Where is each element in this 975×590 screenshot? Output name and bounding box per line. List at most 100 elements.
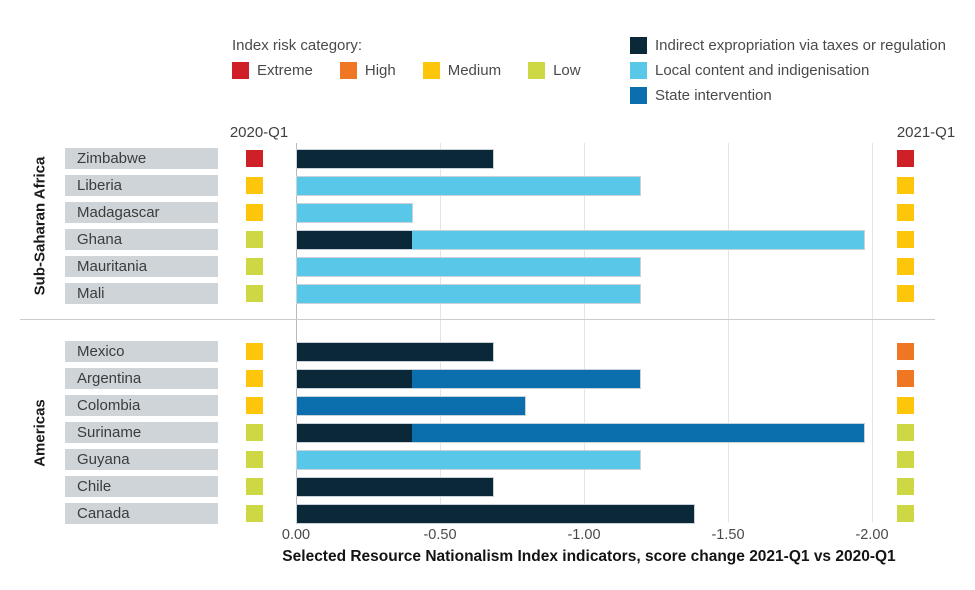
country-label: Mauritania (65, 256, 218, 277)
bar (296, 368, 641, 389)
risk-swatch-low-icon (528, 62, 546, 79)
risk-legend-items: Extreme High Medium Low (232, 62, 581, 79)
risk-legend-label: High (364, 62, 396, 79)
bar (296, 202, 413, 223)
risk-square-2020 (246, 285, 263, 302)
risk-square-2020 (246, 177, 263, 194)
bar (296, 422, 865, 443)
country-label: Ghana (65, 229, 218, 250)
bar (296, 283, 641, 304)
bar-segment-local (297, 450, 640, 469)
country-label: Liberia (65, 175, 218, 196)
bar (296, 503, 695, 524)
country-label: Colombia (65, 395, 218, 416)
risk-legend-title: Index risk category: (232, 37, 363, 54)
bar-segment-indirect (297, 504, 694, 523)
country-label: Guyana (65, 449, 218, 470)
x-axis-tick-label: -0.50 (423, 527, 457, 543)
bar-segment-local (297, 257, 640, 276)
bar-segment-indirect (297, 149, 493, 168)
bar (296, 148, 494, 169)
bar (296, 395, 526, 416)
bar-segment-state (412, 369, 640, 388)
risk-legend-item: Low (528, 62, 581, 79)
risk-square-2021 (897, 370, 914, 387)
country-label: Zimbabwe (65, 148, 218, 169)
risk-square-2021 (897, 343, 914, 360)
risk-square-2021 (897, 258, 914, 275)
x-axis-tick-label: -1.00 (567, 527, 601, 543)
bar-segment-local (297, 284, 640, 303)
bar (296, 341, 494, 362)
risk-square-2020 (246, 370, 263, 387)
bar-segment-state (297, 396, 525, 415)
bar-segment-indirect (297, 342, 493, 361)
risk-square-2021 (897, 478, 914, 495)
risk-square-2021 (897, 150, 914, 167)
country-label: Mali (65, 283, 218, 304)
column-header-2021-q1: 2021-Q1 (896, 124, 956, 141)
gridline (728, 143, 729, 522)
risk-square-2021 (897, 424, 914, 441)
bar-segment-indirect (297, 369, 412, 388)
country-label: Argentina (65, 368, 218, 389)
risk-square-2021 (897, 285, 914, 302)
risk-square-2020 (246, 424, 263, 441)
x-axis-tick-label: 0.00 (281, 527, 311, 543)
group-divider (20, 319, 935, 320)
risk-legend-label: Extreme (257, 62, 313, 79)
bar (296, 256, 641, 277)
series-legend-item-state: State intervention (630, 87, 946, 104)
risk-square-2020 (246, 397, 263, 414)
x-axis-tick-label: -2.00 (855, 527, 889, 543)
series-legend-item-indirect: Indirect expropriation via taxes or regu… (630, 37, 946, 54)
risk-square-2020 (246, 505, 263, 522)
risk-square-2021 (897, 505, 914, 522)
country-label: Madagascar (65, 202, 218, 223)
risk-square-2020 (246, 451, 263, 468)
risk-legend-item: Medium (422, 62, 502, 79)
bar-segment-local (297, 203, 412, 222)
bar-segment-indirect (297, 477, 493, 496)
bar (296, 175, 641, 196)
bar (296, 476, 494, 497)
risk-square-2020 (246, 478, 263, 495)
risk-square-2021 (897, 177, 914, 194)
risk-swatch-extreme-icon (232, 62, 249, 79)
risk-legend-label: Medium (447, 62, 502, 79)
bar (296, 229, 865, 250)
risk-square-2020 (246, 231, 263, 248)
zero-axis-line (296, 143, 297, 522)
bar-segment-indirect (297, 230, 412, 249)
risk-swatch-high-icon (339, 62, 357, 79)
chart-title: Selected Resource Nationalism Index indi… (282, 548, 896, 565)
x-axis-tick-label: -1.50 (711, 527, 745, 543)
risk-legend-item: High (339, 62, 396, 79)
series-swatch-indirect-icon (630, 37, 647, 54)
bar-segment-local (412, 230, 864, 249)
series-legend-label: State intervention (655, 87, 772, 104)
risk-square-2020 (246, 258, 263, 275)
series-swatch-state-icon (630, 87, 647, 104)
group-label: Americas (31, 398, 49, 467)
gridline (872, 143, 873, 522)
risk-legend-label: Low (553, 62, 581, 79)
country-label: Chile (65, 476, 218, 497)
bar (296, 449, 641, 470)
risk-swatch-medium-icon (422, 62, 440, 79)
gridline (584, 143, 585, 522)
bar-segment-indirect (297, 423, 412, 442)
risk-legend-item: Extreme (232, 62, 313, 79)
risk-square-2021 (897, 451, 914, 468)
series-legend-label: Indirect expropriation via taxes or regu… (655, 37, 946, 54)
risk-square-2020 (246, 204, 263, 221)
group-label: Sub-Saharan Africa (31, 156, 49, 296)
series-legend: Indirect expropriation via taxes or regu… (630, 37, 946, 112)
country-label: Canada (65, 503, 218, 524)
risk-square-2021 (897, 397, 914, 414)
risk-square-2020 (246, 150, 263, 167)
country-label: Mexico (65, 341, 218, 362)
column-header-2020-q1: 2020-Q1 (229, 124, 289, 141)
bar-segment-local (297, 176, 640, 195)
